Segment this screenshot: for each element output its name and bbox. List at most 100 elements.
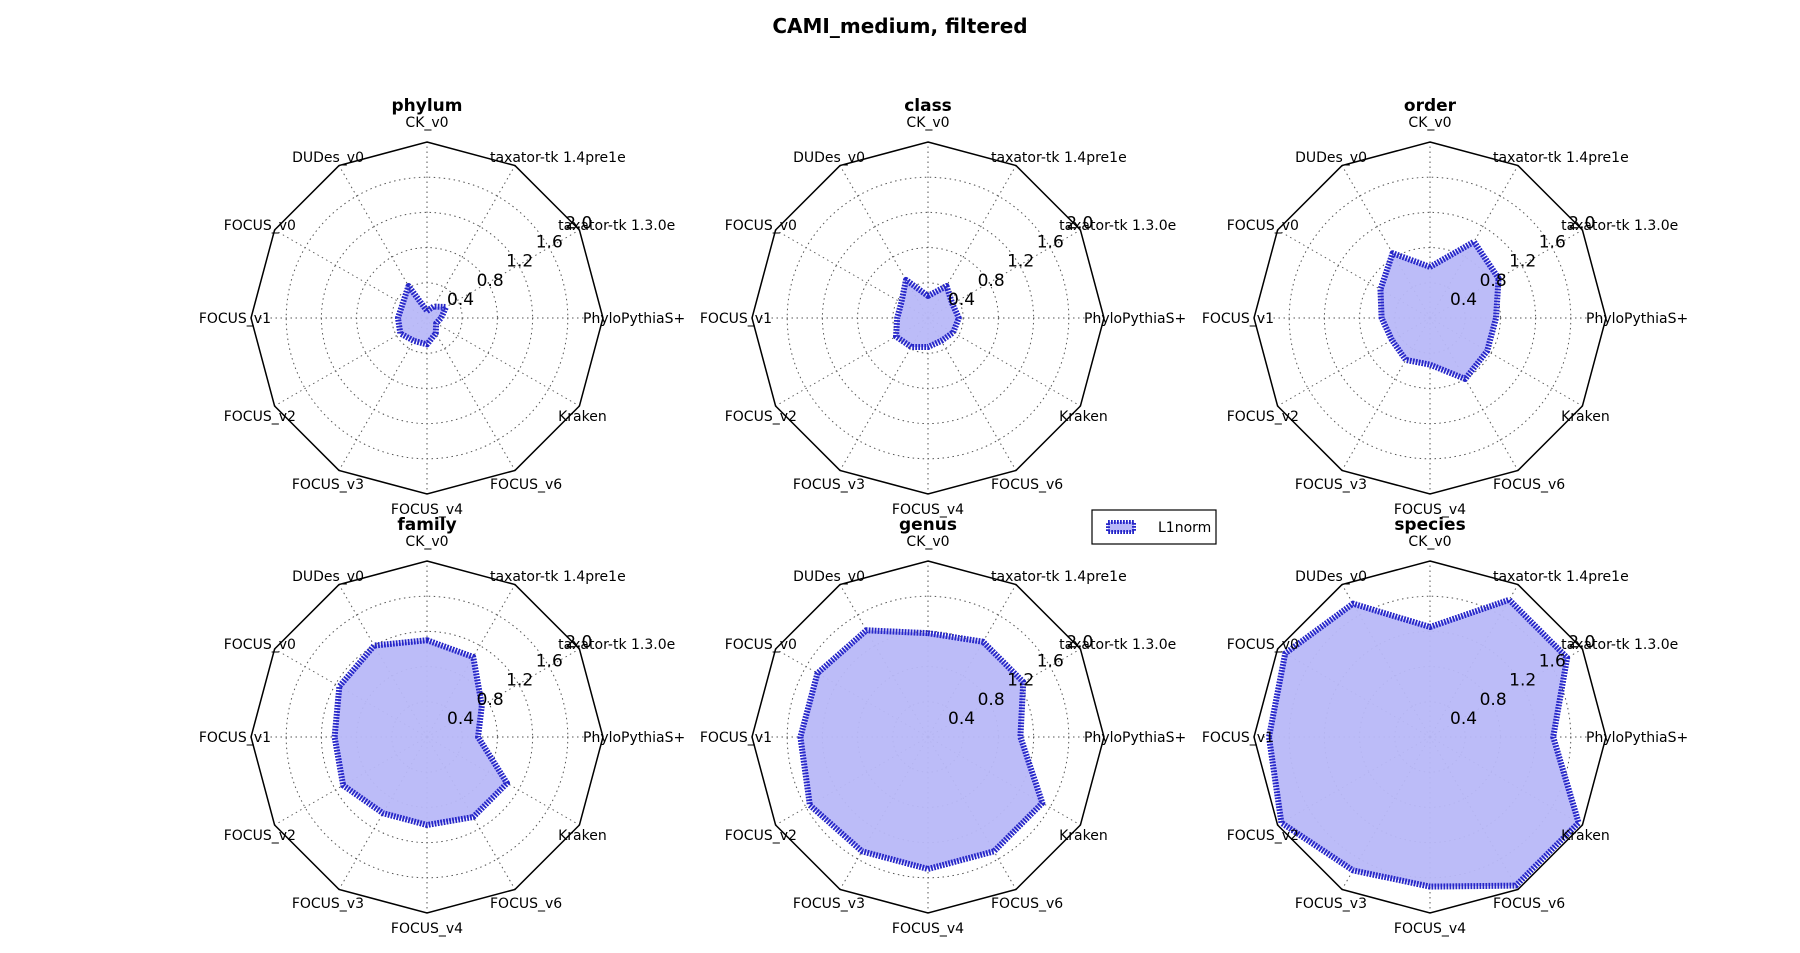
panel-title: family xyxy=(397,515,456,535)
spoke-label: CK_v0 xyxy=(906,115,949,131)
series-area xyxy=(895,279,959,348)
spoke-label: FOCUS_v3 xyxy=(292,896,364,912)
spoke-label: FOCUS_v3 xyxy=(793,896,865,912)
spoke-label: DUDes_v0 xyxy=(1295,569,1367,585)
radar-panel-genus: CK_v0 taxator-tk 1.4pre1e taxator-tk 1.3.0… xyxy=(700,515,1186,937)
spoke-label: taxator-tk 1.4pre1e xyxy=(991,150,1127,166)
radial-tick-label: 0.4 xyxy=(948,709,975,729)
radial-tick-label: 0.4 xyxy=(948,290,975,310)
spoke-label: DUDes_v0 xyxy=(793,150,865,166)
radial-tick-label: 1.2 xyxy=(1007,252,1034,272)
spoke-label: CK_v0 xyxy=(405,115,448,131)
spoke-label: taxator-tk 1.3.0e xyxy=(558,218,675,234)
radial-tick-label: 2.0 xyxy=(1568,213,1595,233)
radial-tick-label: 1.6 xyxy=(536,233,563,253)
spoke-label: PhyloPythiaS+ xyxy=(1084,730,1186,746)
spoke-label: PhyloPythiaS+ xyxy=(1586,311,1688,327)
spoke-label: FOCUS_v3 xyxy=(292,477,364,493)
series-area xyxy=(800,630,1043,869)
spoke-label: Kraken xyxy=(1059,409,1108,425)
spoke-label: taxator-tk 1.4pre1e xyxy=(1493,150,1629,166)
radial-tick-label: 1.6 xyxy=(1037,652,1064,672)
radial-tick-label: 1.2 xyxy=(1509,671,1536,691)
spoke-label: FOCUS_v2 xyxy=(224,409,296,425)
radial-tick-label: 2.0 xyxy=(565,213,592,233)
spoke-label: FOCUS_v6 xyxy=(991,896,1063,912)
spoke-label: FOCUS_v6 xyxy=(1493,477,1565,493)
spoke-label: taxator-tk 1.3.0e xyxy=(558,637,675,653)
radial-tick-label: 0.4 xyxy=(1450,290,1477,310)
figure-title: CAMI_medium, filtered xyxy=(772,14,1027,38)
spoke-label: Kraken xyxy=(1561,409,1610,425)
spoke-label: Kraken xyxy=(558,409,607,425)
radial-tick-label: 0.8 xyxy=(477,271,504,291)
panel-title: species xyxy=(1394,515,1465,535)
panel-title: order xyxy=(1404,96,1457,116)
spoke-label: FOCUS_v0 xyxy=(224,637,296,653)
spoke-label: taxator-tk 1.3.0e xyxy=(1059,637,1176,653)
spoke-label: CK_v0 xyxy=(906,534,949,550)
radial-tick-label: 1.6 xyxy=(536,652,563,672)
radial-tick-label: 0.8 xyxy=(978,271,1005,291)
radial-tick-label: 0.8 xyxy=(978,690,1005,710)
spoke-label: Kraken xyxy=(1561,828,1610,844)
spoke-label: CK_v0 xyxy=(1408,534,1451,550)
spoke-label: PhyloPythiaS+ xyxy=(583,730,685,746)
spoke-label: taxator-tk 1.4pre1e xyxy=(490,569,626,585)
series-area xyxy=(1268,599,1579,887)
radar-frame xyxy=(250,141,604,495)
spoke-label: FOCUS_v1 xyxy=(700,311,772,327)
radial-tick-label: 0.4 xyxy=(447,290,474,310)
legend: L1norm xyxy=(1091,509,1217,545)
spoke-label: FOCUS_v6 xyxy=(1493,896,1565,912)
legend-swatch xyxy=(1106,520,1136,534)
spoke-label: FOCUS_v1 xyxy=(700,730,772,746)
spoke-label: FOCUS_v4 xyxy=(391,921,463,937)
radial-tick-label: 1.6 xyxy=(1539,652,1566,672)
radial-tick-label: 2.0 xyxy=(1066,213,1093,233)
spoke-label: FOCUS_v1 xyxy=(199,311,271,327)
spoke-label: FOCUS_v2 xyxy=(725,409,797,425)
spoke-label: DUDes_v0 xyxy=(292,569,364,585)
spoke-label: FOCUS_v1 xyxy=(1202,311,1274,327)
radar-panels: CK_v0 taxator-tk 1.4pre1e taxator-tk 1.3.0… xyxy=(199,96,1688,937)
spoke-label: FOCUS_v4 xyxy=(1394,502,1466,518)
radial-tick-label: 2.0 xyxy=(565,632,592,652)
spoke-label: taxator-tk 1.4pre1e xyxy=(490,150,626,166)
radial-tick-label: 1.2 xyxy=(1007,671,1034,691)
radar-frame xyxy=(1253,560,1607,914)
radial-tick-label: 0.8 xyxy=(1480,690,1507,710)
radar-panel-class: CK_v0 taxator-tk 1.4pre1e taxator-tk 1.3.0… xyxy=(700,96,1186,518)
spoke-label: PhyloPythiaS+ xyxy=(1084,311,1186,327)
series-area xyxy=(1380,241,1499,379)
spoke-label: taxator-tk 1.3.0e xyxy=(1059,218,1176,234)
spoke-label: Kraken xyxy=(1059,828,1108,844)
spoke-label: PhyloPythiaS+ xyxy=(1586,730,1688,746)
spoke-label: CK_v0 xyxy=(1408,115,1451,131)
radar-frame xyxy=(1253,141,1607,495)
panel-title: phylum xyxy=(392,96,463,116)
radial-tick-label: 1.2 xyxy=(506,252,533,272)
radial-tick-label: 0.8 xyxy=(477,690,504,710)
legend-label: L1norm xyxy=(1158,520,1211,536)
spoke-label: taxator-tk 1.3.0e xyxy=(1561,218,1678,234)
spoke-label: taxator-tk 1.4pre1e xyxy=(1493,569,1629,585)
spoke-label: FOCUS_v6 xyxy=(490,477,562,493)
spoke-label: FOCUS_v6 xyxy=(991,477,1063,493)
panel-title: genus xyxy=(899,515,957,535)
spoke-label: FOCUS_v0 xyxy=(224,218,296,234)
radar-panel-phylum: CK_v0 taxator-tk 1.4pre1e taxator-tk 1.3.0… xyxy=(199,96,685,518)
radar-panel-family: CK_v0 taxator-tk 1.4pre1e taxator-tk 1.3.0… xyxy=(199,515,685,937)
spoke-label: DUDes_v0 xyxy=(292,150,364,166)
spoke-label: FOCUS_v0 xyxy=(1227,218,1299,234)
radial-tick-label: 0.8 xyxy=(1480,271,1507,291)
spoke-label: PhyloPythiaS+ xyxy=(583,311,685,327)
radial-tick-label: 0.4 xyxy=(1450,709,1477,729)
radial-tick-label: 2.0 xyxy=(1066,632,1093,652)
spoke-label: FOCUS_v3 xyxy=(1295,896,1367,912)
spoke-label: FOCUS_v2 xyxy=(224,828,296,844)
spoke-label: FOCUS_v2 xyxy=(1227,409,1299,425)
spoke-label: FOCUS_v4 xyxy=(1394,921,1466,937)
spoke-label: FOCUS_v1 xyxy=(199,730,271,746)
